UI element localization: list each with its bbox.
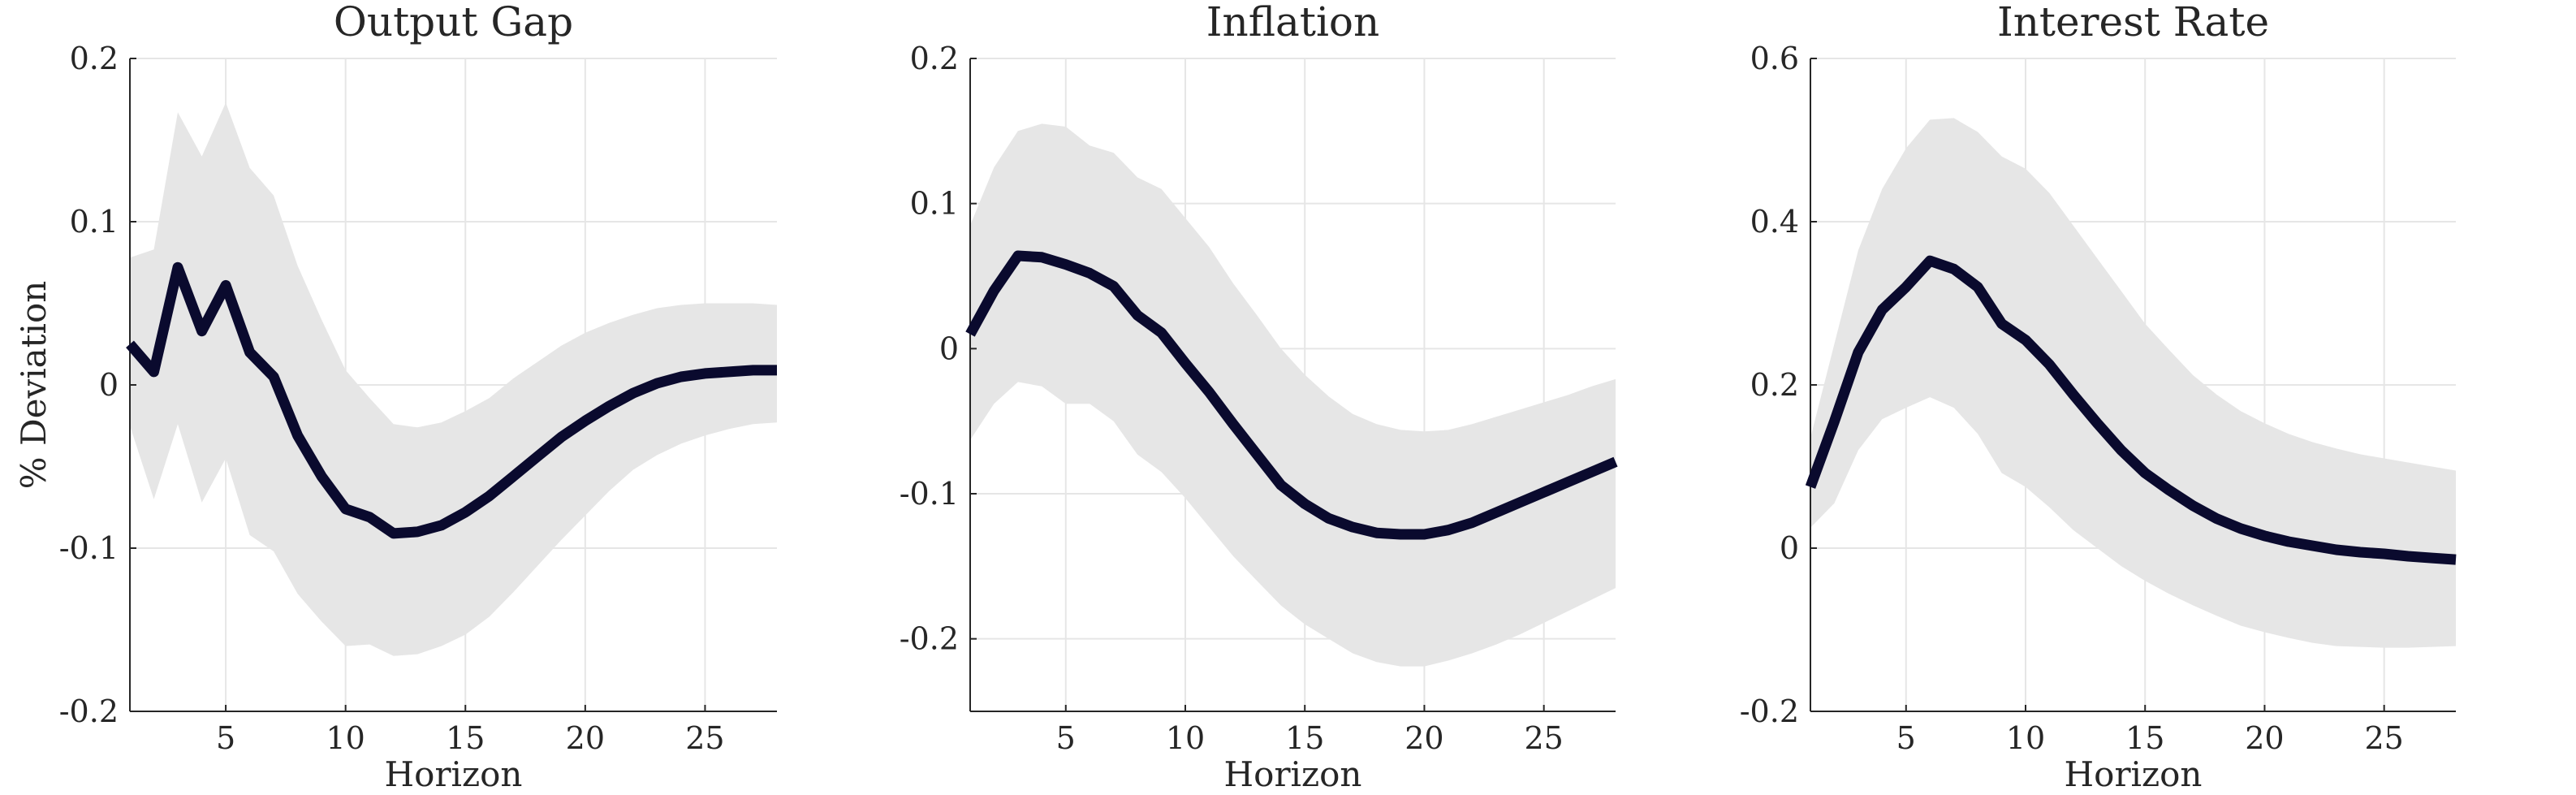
panel-2: 5 10 15 20 25 -0.2 -0.1 0 0.1 0.2 Inflation Horizon [900, 0, 1618, 794]
x-axis-label: Horizon [1224, 754, 1362, 794]
x-tick-label: 20 [1405, 720, 1443, 756]
x-tick-label: 10 [326, 720, 365, 756]
y-tick-label: -0.2 [1740, 693, 1799, 729]
panel-title: Interest Rate [1997, 0, 2269, 45]
panel-title: Inflation [1206, 0, 1380, 45]
y-tick-label: -0.1 [900, 476, 959, 512]
x-axis-label: Horizon [385, 754, 523, 794]
x-tick-label: 5 [216, 720, 235, 756]
y-tick-label: 0.4 [1750, 204, 1799, 240]
panel-title: Output Gap [334, 0, 573, 45]
x-tick-label: 10 [2006, 720, 2045, 756]
panel-1: 5 10 15 20 25 -0.2 -0.1 0 0.1 0.2 Output Gap Horizo… [14, 0, 777, 794]
confidence-band [1810, 118, 2456, 648]
confidence-band [130, 102, 777, 656]
x-tick-label: 5 [1056, 720, 1076, 756]
x-tick-label: 25 [685, 720, 724, 756]
x-tick-label: 5 [1896, 720, 1916, 756]
y-tick-label: 0.1 [70, 204, 119, 240]
y-tick-label: 0 [1780, 530, 1799, 566]
y-tick-label: 0.6 [1750, 41, 1799, 76]
impulse-response-line [965, 250, 1618, 540]
x-tick-label: 15 [2125, 720, 2164, 756]
x-tick-label: 25 [2364, 720, 2403, 756]
x-tick-label: 15 [1285, 720, 1324, 756]
y-tick-label: 0 [99, 367, 119, 403]
x-tick-label: 25 [1524, 720, 1563, 756]
x-tick-label: 15 [446, 720, 485, 756]
x-tick-label: 20 [2245, 720, 2284, 756]
y-tick-label: 0.2 [70, 41, 119, 76]
y-tick-label: 0.1 [910, 186, 959, 222]
impulse-response-line [1805, 255, 2457, 565]
impulse-response-line [126, 261, 777, 539]
y-tick-label: -0.2 [900, 621, 959, 657]
x-tick-label: 20 [566, 720, 605, 756]
x-tick-label: 10 [1166, 720, 1205, 756]
y-tick-label: -0.2 [59, 693, 119, 729]
y-tick-label: 0.2 [910, 41, 959, 76]
confidence-band [970, 123, 1616, 667]
y-tick-label: -0.1 [59, 530, 119, 566]
panel-3: 5 10 15 20 25 -0.2 0 0.2 0.4 0.6 Interest Rate Hori… [1740, 0, 2457, 794]
y-tick-label: 0 [939, 331, 959, 366]
y-tick-label: 0.2 [1750, 367, 1799, 403]
x-axis-label: Horizon [2065, 754, 2203, 794]
y-axis-label: % Deviation [14, 281, 54, 490]
